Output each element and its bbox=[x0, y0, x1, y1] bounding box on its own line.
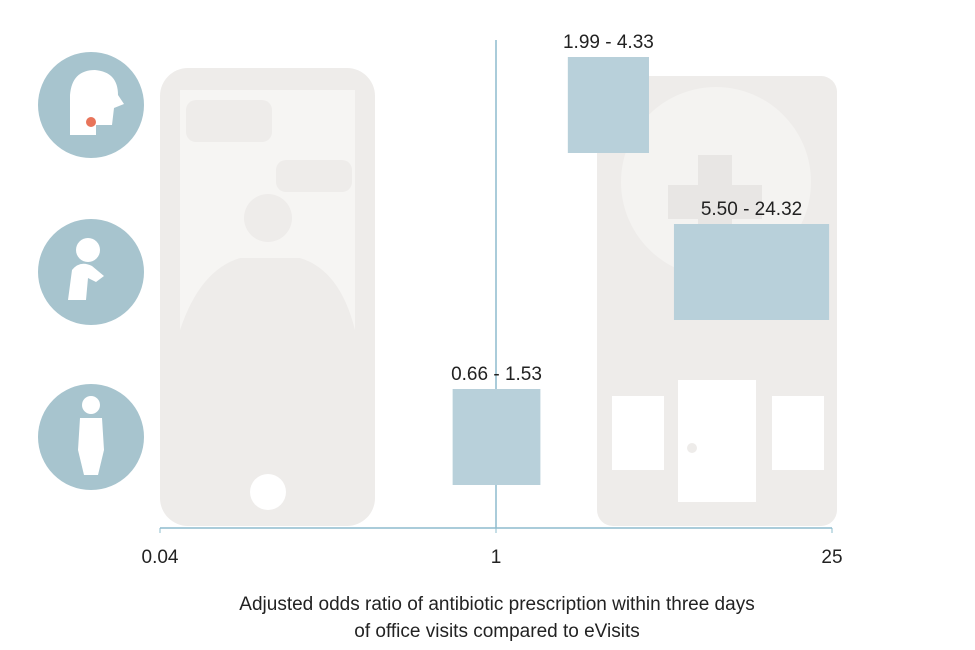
phone-illustration bbox=[160, 68, 375, 526]
value-label: 1.99 - 4.33 bbox=[563, 32, 654, 53]
symptom-icons bbox=[38, 52, 144, 490]
range-bar bbox=[452, 389, 541, 485]
x-tick-label: 25 bbox=[821, 547, 842, 568]
x-tick-label: 1 bbox=[491, 547, 502, 568]
range-bar bbox=[673, 224, 830, 320]
x-axis-label: Adjusted odds ratio of antibiotic prescr… bbox=[239, 594, 754, 615]
value-label: 0.66 - 1.53 bbox=[451, 364, 542, 385]
value-label: 5.50 - 24.32 bbox=[701, 199, 802, 220]
range-bar bbox=[567, 57, 649, 153]
x-axis-label: of office visits compared to eVisits bbox=[354, 621, 639, 642]
x-tick-label: 0.04 bbox=[142, 547, 179, 568]
